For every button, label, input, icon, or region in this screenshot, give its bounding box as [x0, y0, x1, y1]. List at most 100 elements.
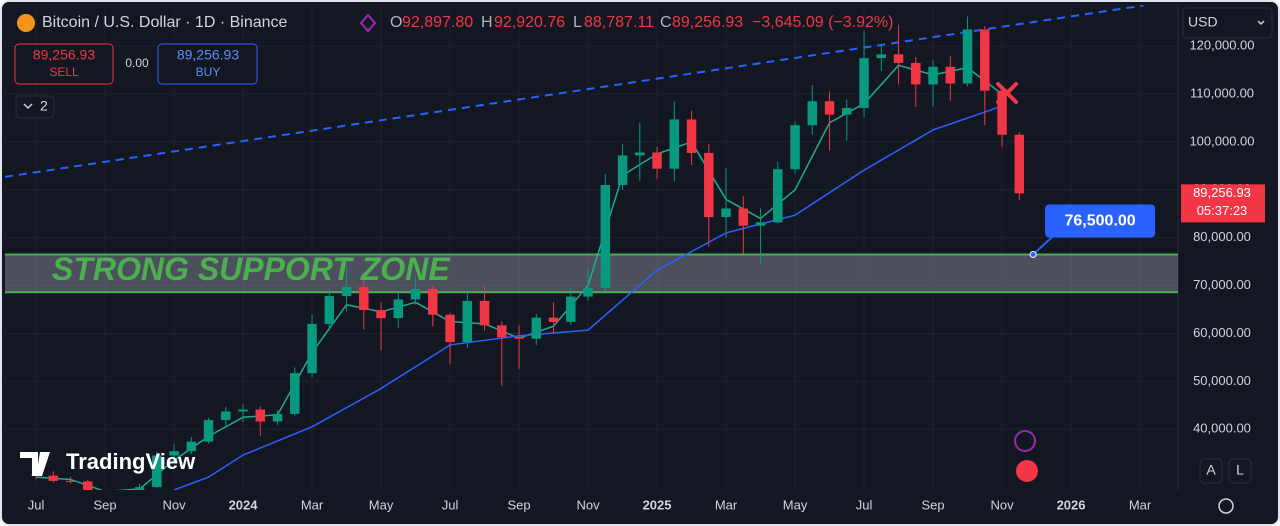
candle-body	[755, 222, 766, 226]
candle-body	[893, 54, 904, 63]
callout-box	[1045, 204, 1156, 238]
buy-button[interactable]	[157, 43, 258, 85]
x-tick-label: Sep	[507, 497, 530, 512]
zone-label: STRONG SUPPORT ZONE	[52, 251, 451, 287]
y-tick-label: 40,000.00	[1193, 421, 1251, 436]
event-icon[interactable]	[1014, 430, 1036, 452]
candle-body	[497, 325, 507, 338]
candle-body	[738, 208, 749, 226]
candle-body	[324, 296, 335, 324]
x-tick-label: Jul	[442, 497, 459, 512]
candle-body	[514, 337, 524, 339]
candle-body	[376, 309, 386, 319]
x-tick-label: 2025	[643, 497, 672, 512]
candle-body	[359, 286, 369, 310]
y-tick-label: 110,000.00	[1190, 85, 1254, 100]
candle-body	[83, 481, 93, 490]
h-label: H	[481, 14, 493, 31]
candle-body	[134, 487, 145, 490]
y-tick-label: 100,000.00	[1189, 133, 1254, 148]
candle-body	[790, 125, 800, 170]
x-tick-label: 2026	[1057, 497, 1086, 512]
x-tick-label: Jul	[28, 497, 45, 512]
price-marker	[1181, 184, 1265, 223]
candle-body	[635, 152, 645, 156]
close-value: 89,256.93	[672, 14, 743, 31]
buy-label: BUY	[196, 65, 221, 79]
spread: 0.00	[125, 56, 149, 70]
candle-body	[48, 475, 59, 481]
x-tick-label: Mar	[301, 497, 324, 512]
chevron	[23, 103, 33, 110]
countdown: 05:37:23	[1197, 203, 1248, 218]
indicators-count: 2	[40, 98, 48, 114]
candle-body	[911, 62, 921, 85]
logo-icon	[20, 452, 50, 476]
candle-body	[169, 451, 179, 456]
candle-body	[428, 288, 438, 315]
low-value: 88,787.11	[584, 14, 654, 31]
y-tick-label: 70,000.00	[1193, 277, 1251, 292]
sell-label: SELL	[49, 65, 79, 79]
price-label: 89,256.93	[1193, 185, 1251, 200]
candle-body	[842, 107, 852, 115]
sell-button[interactable]	[14, 43, 114, 85]
candle-body	[704, 152, 714, 218]
candle-body	[307, 323, 317, 374]
candle-body	[152, 455, 162, 488]
settings-icon[interactable]	[1218, 498, 1234, 514]
candle-body	[548, 317, 559, 322]
candle-body	[928, 66, 938, 85]
auto-scale-button[interactable]	[1199, 458, 1223, 484]
candle-body	[652, 152, 662, 169]
candle-body	[341, 286, 352, 297]
x-tick-label: 2024	[229, 497, 259, 512]
candle-body	[531, 317, 542, 339]
l-label: L	[573, 14, 582, 31]
log-scale-button[interactable]	[1228, 458, 1252, 484]
y-tick-label: 50,000.00	[1193, 373, 1251, 388]
candle-body	[686, 119, 697, 153]
candle-body	[65, 480, 76, 482]
x-tick-label: Nov	[576, 497, 600, 512]
candle-body	[721, 208, 731, 218]
x-tick-label: Nov	[990, 497, 1014, 512]
symbol-icon	[17, 14, 35, 32]
candle-body	[997, 90, 1007, 135]
candle-body	[773, 169, 783, 223]
x-tick-label: Jul	[856, 497, 873, 512]
candle-body	[807, 101, 818, 126]
y-tick-label: 60,000.00	[1193, 325, 1251, 340]
candle-body	[669, 119, 680, 169]
high-value: 92,920.76	[494, 14, 565, 31]
change-value: −3,645.09 (−3.92%)	[752, 14, 893, 31]
x-tick-label: May	[369, 497, 394, 512]
currency-select[interactable]	[1182, 7, 1273, 39]
candle-body	[824, 101, 835, 115]
candle-body	[238, 409, 248, 412]
c-label: C	[660, 14, 672, 31]
log-scale: L	[1236, 462, 1244, 478]
candle-body	[945, 66, 956, 84]
candle-body	[445, 314, 455, 343]
y-tick-label: 80,000.00	[1193, 229, 1251, 244]
data-icon[interactable]	[359, 13, 377, 33]
candle-body	[583, 287, 593, 297]
candle-body	[290, 373, 300, 414]
event-icon[interactable]	[1016, 460, 1038, 482]
candle-body	[203, 420, 214, 442]
indicators-toggle[interactable]	[15, 95, 55, 119]
callout-point	[1029, 250, 1037, 258]
candle-body	[566, 296, 576, 322]
candle-body	[600, 185, 611, 288]
candle-body	[859, 58, 869, 108]
o-label: O	[390, 14, 402, 31]
candle-body	[1014, 134, 1025, 194]
sell-price: 89,256.93	[33, 47, 95, 63]
candle-body	[410, 288, 421, 300]
x-tick-label: Nov	[162, 497, 186, 512]
callout-pointer	[1032, 233, 1056, 256]
x-tick-label: Mar	[715, 497, 738, 512]
